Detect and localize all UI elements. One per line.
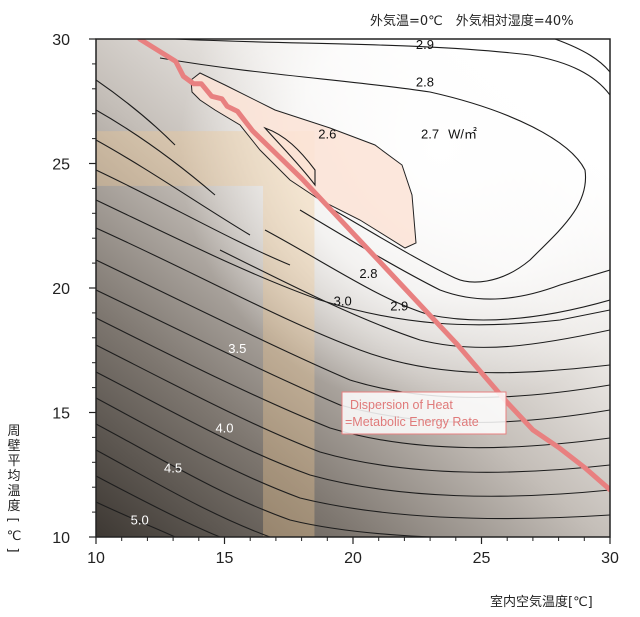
contour-label: 5.0 — [131, 513, 149, 528]
contour-line — [96, 397, 610, 520]
contour-label: 2.6 — [318, 127, 336, 142]
contour-label: 2.7 — [421, 127, 439, 142]
chart-subtitle: 外気温=0℃ 外気相対湿度=40% — [370, 13, 574, 29]
contour-line — [219, 249, 610, 348]
contour-line — [96, 501, 176, 537]
y-axis-label-char: ] — [5, 547, 20, 552]
contour-label: 4.0 — [215, 420, 233, 435]
contour-lines — [96, 39, 610, 537]
comfort-line — [137, 39, 610, 493]
y-axis-label-char: 均 — [7, 469, 20, 484]
x-tick-label: 20 — [344, 550, 362, 567]
contour-label: 3.5 — [228, 341, 246, 356]
contour-label: 4.5 — [164, 460, 182, 475]
y-axis-label-char: 平 — [7, 454, 20, 469]
contour-label: 3.0 — [334, 293, 352, 308]
x-axis: 10 15 20 25 30 — [87, 537, 619, 567]
y-axis-label-char: [ — [5, 517, 20, 522]
contour-labels: 2.9 2.8 2.7 2.6 2.8 2.9 3.0 3.5 4.0 4.5 5.0 — [131, 37, 439, 528]
contour-label: 2.8 — [416, 74, 434, 89]
comfort-line-annotation: Dispersion of Heat =Metabolic Energy Rat… — [341, 391, 507, 435]
contour-line — [159, 57, 587, 283]
x-tick-label: 30 — [601, 550, 619, 567]
y-tick-label: 15 — [52, 406, 70, 423]
contour-line — [96, 344, 610, 473]
contour-line — [96, 259, 610, 398]
contour-label: 2.9 — [390, 298, 408, 313]
contour-line — [174, 39, 610, 96]
contour-line — [96, 169, 291, 266]
contour-line — [96, 139, 251, 236]
y-axis-label-char: 壁 — [7, 439, 20, 454]
y-tick-label: 25 — [52, 157, 70, 174]
y-tick-label: 20 — [52, 281, 70, 298]
plot-highlight — [96, 39, 610, 537]
contour-line — [96, 199, 610, 326]
y-axis-label-char: 温 — [7, 484, 20, 499]
annotation-line-1: Dispersion of Heat — [350, 398, 453, 412]
contour-line — [96, 449, 271, 537]
x-tick-label: 10 — [87, 550, 105, 567]
contour-line — [96, 109, 216, 196]
contour-line — [96, 371, 610, 497]
comfort-band-vertical — [263, 185, 315, 537]
contour-label: 2.8 — [359, 266, 377, 281]
y-tick-label: 10 — [52, 530, 70, 547]
annotation-line-2: =Metabolic Energy Rate — [345, 415, 479, 429]
contour-line — [96, 79, 176, 146]
contour-line — [96, 475, 221, 537]
x-axis-label: 室内空気温度[℃] — [490, 594, 593, 610]
contour-line — [96, 227, 610, 374]
contour-line — [554, 39, 610, 73]
plot-area: 2.9 2.8 2.7 2.6 2.8 2.9 3.0 3.5 4.0 4.5 5.0 — [96, 37, 610, 537]
contour-line — [299, 209, 610, 300]
optimum-region — [190, 72, 417, 249]
y-axis-label-char: 度 — [7, 498, 20, 514]
unit-label: W/㎡ — [448, 127, 477, 142]
y-tick-label: 30 — [52, 32, 70, 49]
contour-line — [96, 317, 610, 449]
contour-line — [96, 423, 540, 537]
y-axis: 10 15 20 25 30 — [52, 32, 96, 547]
y-axis-label-char: 周 — [7, 424, 20, 439]
contour-line — [263, 126, 316, 187]
contour-label: 2.9 — [416, 37, 434, 52]
y-axis-label-char: ℃ — [7, 529, 22, 544]
x-tick-label: 25 — [473, 550, 491, 567]
x-tick-label: 15 — [216, 550, 234, 567]
